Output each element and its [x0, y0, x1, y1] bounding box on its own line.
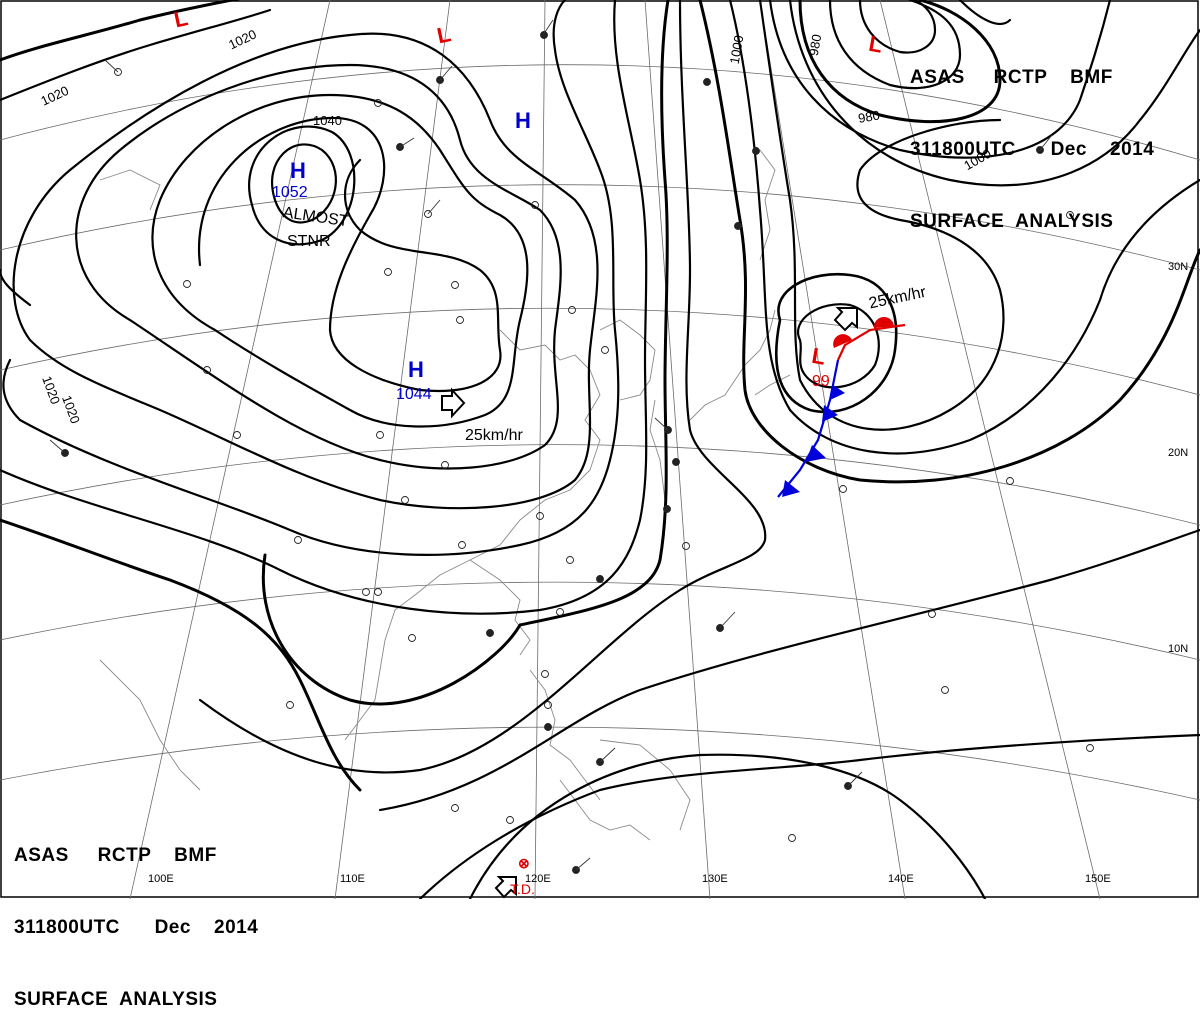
longitude-label: 150E	[1085, 873, 1111, 885]
coastlines	[99, 149, 791, 841]
warm-front-semicircle	[873, 316, 894, 328]
movement-speed-label: 25km/hr	[867, 284, 928, 313]
movement-arrow	[494, 876, 517, 899]
movement-arrows	[441, 307, 858, 899]
pressure-centers: H 1052 H 1044 H L L L L 99	[172, 5, 885, 403]
movement-arrow	[441, 387, 466, 419]
latitude-label: 30N	[1168, 261, 1188, 273]
high-center-letter: H	[408, 357, 424, 382]
longitude-label: 110E	[340, 873, 365, 885]
isobar-label: 1040	[313, 113, 342, 128]
cold-front-triangle	[782, 480, 800, 497]
high-center-value: 1052	[272, 184, 308, 201]
warm-front-semicircle	[833, 334, 852, 348]
longitude-label: 100E	[148, 873, 174, 885]
stationary-label-line1: ALMOST	[282, 204, 350, 230]
header-title-line: SURFACE ANALYSIS	[14, 989, 218, 1010]
longitude-label: 140E	[888, 873, 914, 885]
high-center-letter: H	[290, 158, 306, 183]
header-title-line: SURFACE ANALYSIS	[910, 211, 1114, 232]
graticule-labels: 30N 20N 10N 100E 110E 120E 130E 140E 150…	[148, 261, 1188, 885]
lat-lon-grid	[0, 0, 1200, 899]
cold-front-triangle	[830, 385, 845, 400]
isobar-label: 1020	[226, 27, 259, 53]
isobar-label: 1000	[727, 34, 747, 65]
tropical-depression-symbol: ⊗	[518, 855, 530, 871]
isobar-labels: 1020 1020 1040 1020 1020 1000 980 980 10…	[38, 27, 993, 426]
header-source-line: ASAS RCTP BMF	[910, 67, 1113, 88]
header-time-line: 311800UTC Dec 2014	[14, 917, 259, 938]
surface-analysis-map: H 1052 H 1044 H L L L L 99 1020 1020 104…	[0, 0, 1200, 899]
isobar-label: 1020	[59, 393, 83, 425]
low-center-letter: L	[435, 21, 453, 48]
high-center-letter: H	[515, 108, 531, 133]
stationary-label-line2: STNR	[287, 233, 331, 250]
latitude-label: 10N	[1168, 643, 1188, 655]
station-wind-barbs	[49, 19, 1053, 871]
longitude-label: 120E	[525, 873, 551, 885]
high-center-value: 1044	[396, 386, 432, 403]
low-center-letter: L	[810, 343, 828, 370]
cold-front-triangle	[822, 405, 838, 422]
isobar-label: 980	[806, 33, 825, 57]
longitude-label: 130E	[702, 873, 728, 885]
annotations: ALMOST STNR 25km/hr 25km/hr T.D. ⊗	[282, 204, 928, 897]
warm-front	[837, 323, 906, 361]
chart-header-bottom: ASAS RCTP BMF 311800UTC Dec 2014 SURFACE…	[14, 796, 258, 1036]
isobars	[0, 0, 1200, 899]
map-frame	[0, 0, 1199, 898]
isobar-label: 980	[857, 107, 881, 126]
header-source-line: ASAS RCTP BMF	[14, 845, 217, 866]
isobar-label: 1020	[38, 83, 71, 109]
isobar-label: 1020	[39, 374, 63, 406]
fronts	[777, 316, 906, 498]
movement-arrow	[833, 307, 858, 332]
latitude-label: 20N	[1168, 447, 1188, 459]
tropical-depression-label: T.D.	[510, 881, 535, 897]
cold-front-triangle	[806, 445, 826, 462]
chart-header-top: ASAS RCTP BMF 311800UTC Dec 2014 SURFACE…	[910, 18, 1154, 258]
low-center-letter: L	[867, 31, 885, 58]
movement-speed-label: 25km/hr	[465, 427, 523, 444]
header-time-line: 311800UTC Dec 2014	[910, 139, 1155, 160]
low-center-letter: L	[172, 5, 190, 32]
low-center-value: 99	[812, 373, 830, 390]
